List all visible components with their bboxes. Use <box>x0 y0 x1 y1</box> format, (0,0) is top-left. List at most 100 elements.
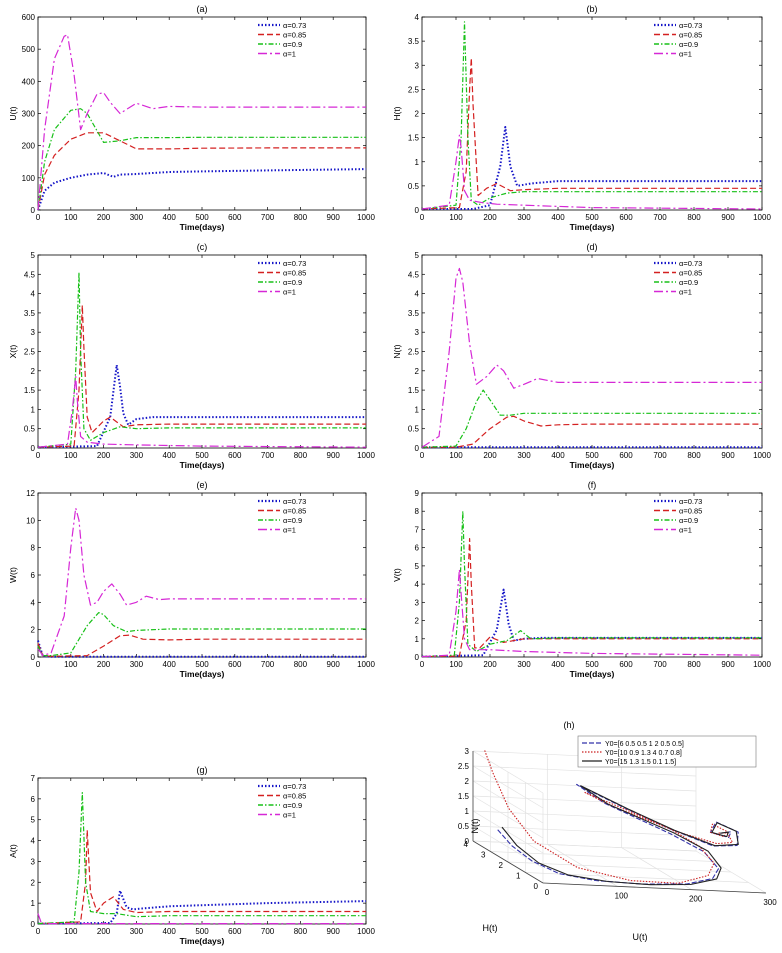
x-tick-label: 1000 <box>753 213 771 222</box>
h-tick-label: 3 <box>481 851 486 860</box>
x-tick-label: 0 <box>36 927 41 936</box>
x-tick-label: 400 <box>551 660 565 669</box>
series-line-1 <box>421 57 762 210</box>
x-tick-label: 1000 <box>753 451 771 460</box>
x-tick-label: 900 <box>327 213 341 222</box>
trajectory-0 <box>497 783 739 885</box>
series-line-3 <box>37 913 366 925</box>
x-tick-label: 0 <box>420 660 425 669</box>
y-tick-label: 600 <box>22 13 36 22</box>
x-tick-label: 800 <box>687 213 701 222</box>
panel-h: 0 100 200 3000123400.511.522.53(h)U(t)H(t)N… <box>458 720 777 942</box>
x-tick-label: 100 <box>64 213 78 222</box>
y-tick-label: 1.5 <box>24 386 36 395</box>
x-tick-label: 500 <box>585 213 599 222</box>
x-tick-label: 400 <box>163 213 177 222</box>
x-tick-label: 200 <box>483 451 497 460</box>
grid-line <box>472 840 697 852</box>
x-tick-label: 300 <box>130 927 144 936</box>
y-tick-label: 0.5 <box>408 182 420 191</box>
y-tick-label: 3 <box>415 328 420 337</box>
y-tick-label: 2 <box>415 617 420 626</box>
legend-label-1: α=0.85 <box>283 792 306 801</box>
h-tick-label: 1 <box>516 872 521 881</box>
series-line-3 <box>37 507 366 657</box>
x-tick-label: 400 <box>163 660 177 669</box>
panel-e: 0 100 200 300 400 500 600 700 800 900 1000 0 2 4 6 8 10 1… <box>8 480 375 679</box>
x-tick-label: 200 <box>483 660 497 669</box>
legend-label-0: α=0.73 <box>283 497 306 506</box>
y-tick-label: 5 <box>415 562 420 571</box>
x-tick-label: 700 <box>653 660 667 669</box>
y-tick-label: 7 <box>415 525 420 534</box>
series-line-0 <box>37 640 366 658</box>
x-tick-label: 600 <box>619 213 633 222</box>
legend-label-3: α=1 <box>679 526 692 535</box>
x-tick-label: 800 <box>687 660 701 669</box>
grid-line <box>472 795 544 839</box>
x-axis-label: Time(days) <box>180 936 225 946</box>
legend-label-1: α=0.85 <box>283 507 306 516</box>
y-tick-label: 0 <box>415 444 420 453</box>
axes-box <box>421 492 763 658</box>
x-tick-label: 900 <box>721 451 735 460</box>
y-tick-label: 1 <box>415 635 420 644</box>
x-tick-label: 0 <box>420 213 425 222</box>
x-tick-label: 0 <box>36 213 41 222</box>
grid-line <box>472 795 697 807</box>
x-tick-label: 700 <box>261 660 275 669</box>
x-tick-label: 300 <box>130 660 144 669</box>
y-tick-label: 200 <box>22 142 36 151</box>
x-tick-label: 400 <box>163 451 177 460</box>
x-tick-label: 100 <box>64 927 78 936</box>
x-tick-label: 300 <box>517 213 531 222</box>
legend-label-3: α=1 <box>283 526 296 535</box>
x-tick-label: 500 <box>195 927 209 936</box>
chart-title: (d) <box>587 242 598 252</box>
legend-label-1: α=0.85 <box>679 269 702 278</box>
x-axis-label: U(t) <box>633 932 648 942</box>
y-tick-label: 300 <box>22 110 36 119</box>
n-tick-label: 1 <box>465 807 470 816</box>
legend-label-0: α=0.73 <box>283 259 306 268</box>
legend-label-1: α=0.85 <box>679 507 702 516</box>
x-tick-label: 100 <box>449 660 463 669</box>
x-tick-label: 300 <box>517 660 531 669</box>
y-tick-label: 4 <box>415 290 420 299</box>
series-line-0 <box>421 588 762 658</box>
x-tick-label: 700 <box>261 213 275 222</box>
x-tick-label: 600 <box>228 213 242 222</box>
h-tick-label: 0 <box>534 882 539 891</box>
x-tick-label: 400 <box>163 927 177 936</box>
y-axis-label: A(t) <box>8 844 18 858</box>
x-tick-label: 200 <box>483 213 497 222</box>
x-tick-label: 700 <box>653 451 667 460</box>
x-tick-label: 500 <box>195 213 209 222</box>
n-tick-label: 0.5 <box>458 822 470 831</box>
x-tick-label: 0 <box>36 660 41 669</box>
series-line-3 <box>421 134 763 210</box>
series-line-1 <box>37 304 366 448</box>
legend-label-0: α=0.73 <box>283 782 306 791</box>
u-axis <box>542 882 767 894</box>
y-tick-label: 3 <box>415 61 420 70</box>
y-tick-label: 3.5 <box>24 309 36 318</box>
series-line-2 <box>421 389 762 448</box>
y-tick-label: 2 <box>415 110 420 119</box>
series-line-1 <box>422 415 762 448</box>
y-tick-label: 500 <box>22 45 36 54</box>
x-tick-label: 1000 <box>357 660 375 669</box>
y-axis-label: W(t) <box>8 567 18 583</box>
y-tick-label: 1 <box>415 158 420 167</box>
legend-label-2: α=0.9 <box>679 40 698 49</box>
x-tick-label: 700 <box>261 927 275 936</box>
x-tick-label: 800 <box>687 451 701 460</box>
legend-label-3: α=1 <box>679 50 692 59</box>
series-line-1 <box>37 829 366 925</box>
y-tick-label: 4 <box>31 837 36 846</box>
grid-line <box>472 825 697 837</box>
x-tick-label: 500 <box>585 451 599 460</box>
panel-g: 0 100 200 300 400 500 600 700 800 900 1000 0 1 2 3 4 5 6 7… <box>8 765 375 946</box>
n-tick-label: 1.5 <box>458 792 470 801</box>
legend-label-0: α=0.73 <box>679 259 702 268</box>
